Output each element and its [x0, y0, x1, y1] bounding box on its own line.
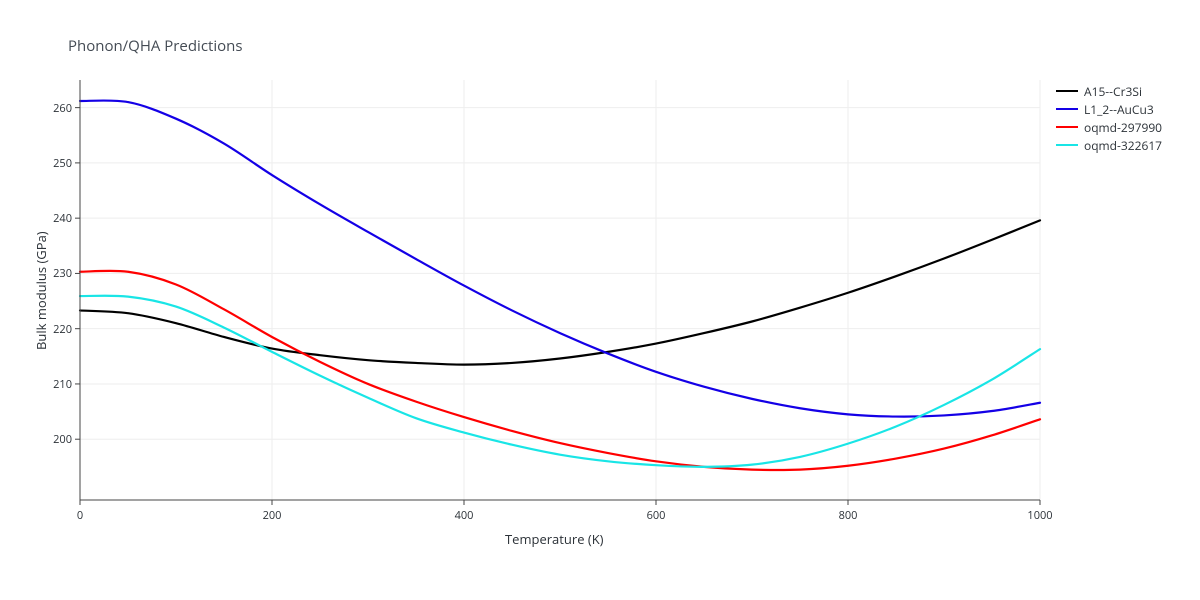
y-tick-label: 220	[53, 322, 72, 337]
x-tick-label: 200	[257, 508, 287, 523]
series-line-1[interactable]	[80, 100, 1040, 416]
legend-label: oqmd-297990	[1084, 119, 1162, 136]
x-axis-label: Temperature (K)	[505, 530, 604, 548]
y-axis-label: Bulk modulus (GPa)	[32, 231, 50, 350]
legend-item-1[interactable]: L1_2--AuCu3	[1056, 100, 1162, 118]
legend-swatch-icon	[1056, 144, 1078, 146]
series-line-2[interactable]	[80, 271, 1040, 470]
x-tick-label: 400	[449, 508, 479, 523]
legend-label: A15--Cr3Si	[1084, 83, 1142, 100]
series-line-3[interactable]	[80, 296, 1040, 467]
y-tick-label: 230	[53, 266, 72, 281]
y-tick-label: 240	[53, 211, 72, 226]
legend-label: L1_2--AuCu3	[1084, 101, 1154, 118]
y-tick-label: 200	[53, 432, 72, 447]
legend: A15--Cr3SiL1_2--AuCu3oqmd-297990oqmd-322…	[1056, 82, 1162, 154]
legend-item-0[interactable]: A15--Cr3Si	[1056, 82, 1162, 100]
x-tick-label: 800	[833, 508, 863, 523]
x-tick-label: 600	[641, 508, 671, 523]
y-tick-label: 260	[53, 101, 72, 116]
chart-canvas	[0, 0, 1200, 600]
legend-swatch-icon	[1056, 126, 1078, 128]
x-tick-label: 1000	[1025, 508, 1055, 523]
legend-item-2[interactable]: oqmd-297990	[1056, 118, 1162, 136]
legend-label: oqmd-322617	[1084, 137, 1162, 154]
y-tick-label: 210	[53, 377, 72, 392]
chart-title: Phonon/QHA Predictions	[68, 36, 243, 56]
x-tick-label: 0	[65, 508, 95, 523]
series-line-0[interactable]	[80, 220, 1040, 364]
y-tick-label: 250	[53, 156, 72, 171]
legend-swatch-icon	[1056, 90, 1078, 92]
legend-item-3[interactable]: oqmd-322617	[1056, 136, 1162, 154]
legend-swatch-icon	[1056, 108, 1078, 110]
